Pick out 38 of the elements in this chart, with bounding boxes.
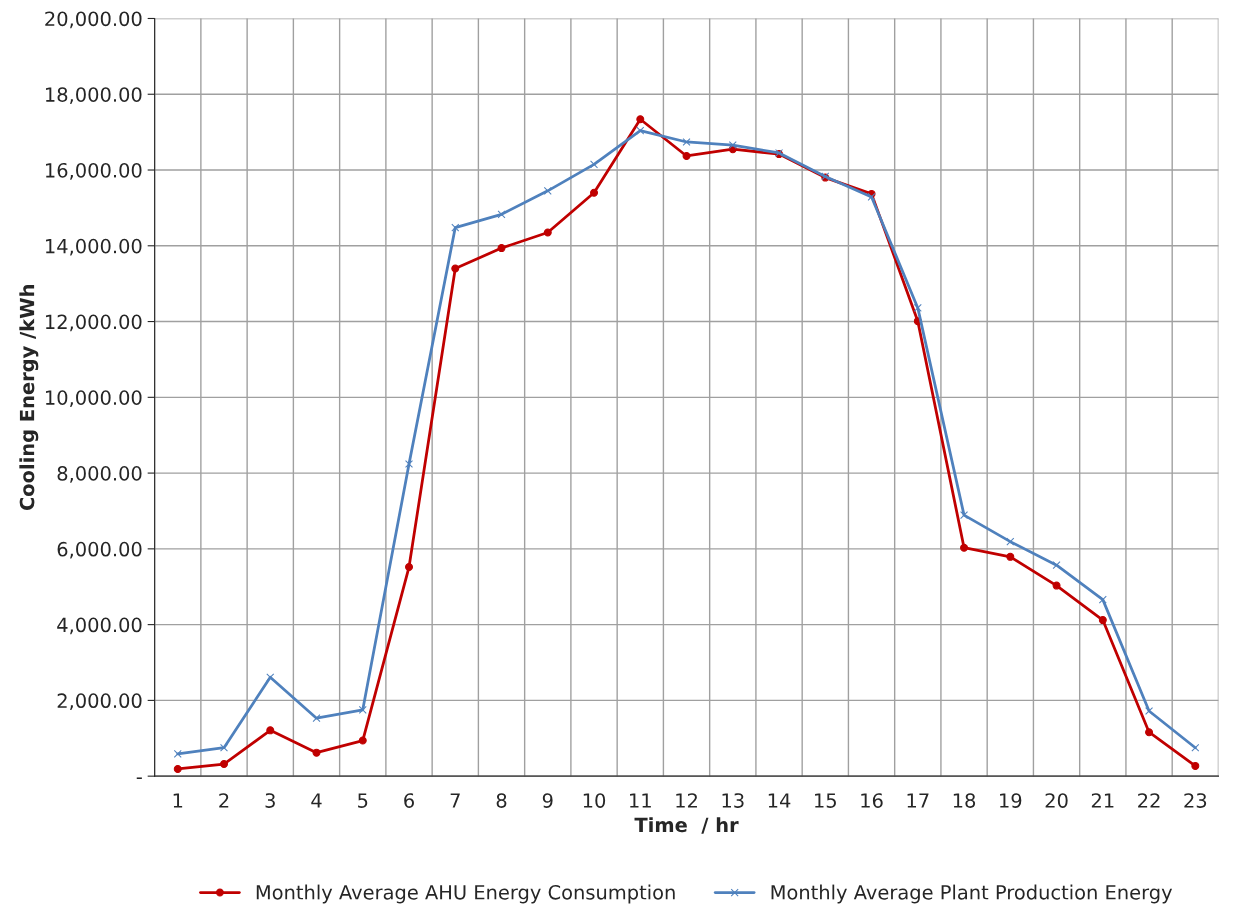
x-tick-label: 19 [1000, 793, 1022, 808]
x-tick-label: 14 [768, 793, 791, 808]
x-tick-label: 21 [1091, 793, 1114, 808]
x-tick-label: 18 [953, 793, 976, 808]
y-axis-title: Cooling Energy /kWh [19, 285, 39, 511]
x-tick-label: 22 [1138, 793, 1160, 808]
y-tick-label: 4,000.00 [57, 617, 142, 635]
x-tick-label: 15 [815, 793, 836, 808]
x-tick-label: 10 [583, 793, 606, 808]
x-tick-label: 5 [358, 793, 368, 808]
x-tick-label: 4 [311, 793, 322, 808]
legend-label: Monthly Average AHU Energy Consumption [256, 884, 675, 904]
x-tick-label: 7 [450, 793, 460, 808]
y-tick-label: 18,000.00 [46, 87, 142, 104]
x-tick-label: 3 [265, 793, 275, 808]
x-tick-label: 2 [219, 793, 229, 808]
y-tick-label: 20,000.00 [45, 11, 142, 29]
x-tick-label: 20 [1045, 793, 1068, 808]
x-tick-label: 1 [173, 793, 183, 808]
x-tick-label: 6 [404, 793, 414, 808]
y-tick-label: 8,000.00 [57, 466, 142, 483]
x-tick-label: 17 [907, 793, 929, 808]
x-tick-label: 23 [1184, 793, 1207, 808]
y-tick-label: 2,000.00 [57, 693, 142, 711]
x-tick-label: 16 [861, 793, 883, 808]
x-tick-label: 12 [676, 793, 697, 808]
y-tick-label: 6,000.00 [57, 541, 142, 559]
y-tick-label: 14,000.00 [46, 238, 142, 256]
y-tick-label: 16,000.00 [46, 162, 142, 180]
y-tick-label: - [136, 777, 142, 779]
x-tick-label: 13 [722, 793, 744, 808]
x-axis-title: Time / hr [634, 817, 739, 834]
x-tick-label: 11 [630, 793, 651, 808]
x-tick-label: 8 [496, 793, 507, 808]
x-tick-label: 9 [542, 793, 553, 808]
y-tick-label: 10,000.00 [46, 390, 142, 407]
legend-label: Monthly Average Plant Production Energy [771, 884, 1173, 904]
y-tick-label: 12,000.00 [46, 314, 142, 332]
